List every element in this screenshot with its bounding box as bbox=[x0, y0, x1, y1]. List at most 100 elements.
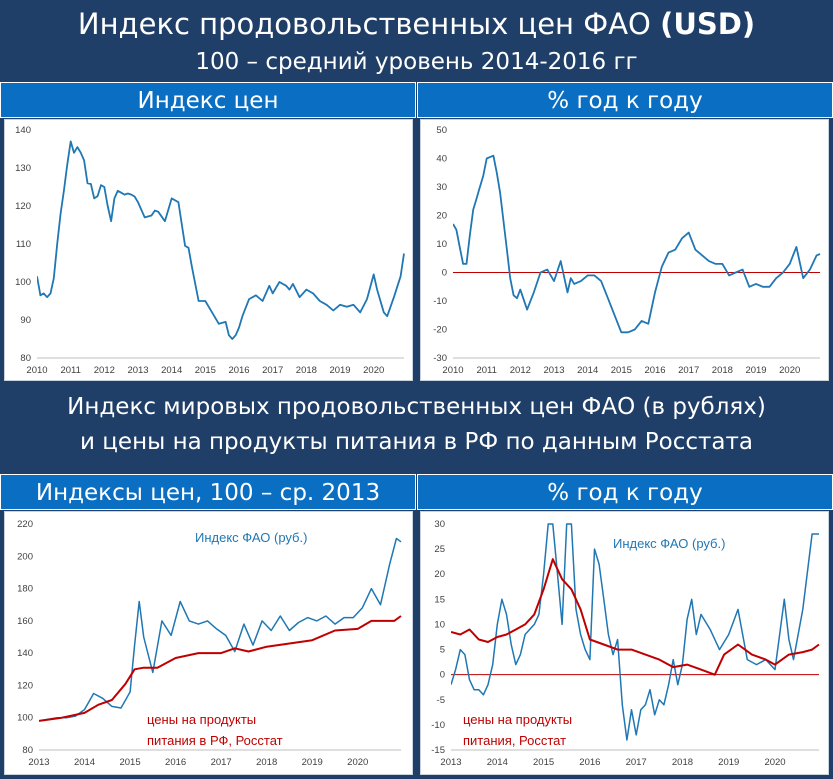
x-tick-label: 2019 bbox=[745, 365, 766, 376]
y-tick-label: 120 bbox=[15, 201, 31, 212]
y-tick-label: 25 bbox=[434, 544, 445, 555]
y-tick-label: 220 bbox=[17, 519, 33, 530]
series-line-1 bbox=[453, 154, 821, 334]
x-tick-label: 2015 bbox=[119, 757, 140, 768]
x-tick-label: 2020 bbox=[764, 757, 785, 768]
x-tick-label: 2012 bbox=[510, 365, 531, 376]
x-tick-label: 2019 bbox=[302, 757, 323, 768]
x-tick-label: 2013 bbox=[543, 365, 564, 376]
y-tick-label: 200 bbox=[17, 551, 33, 562]
main-title-bold: (USD) bbox=[660, 7, 756, 41]
x-tick-label: 2017 bbox=[626, 757, 647, 768]
series-line-1 bbox=[39, 537, 402, 722]
x-tick-label: 2014 bbox=[577, 365, 598, 376]
y-tick-label: -20 bbox=[433, 325, 447, 336]
x-tick-label: 2018 bbox=[256, 757, 277, 768]
x-tick-label: 2018 bbox=[712, 365, 733, 376]
x-tick-label: 2010 bbox=[26, 365, 47, 376]
y-tick-label: 15 bbox=[434, 594, 445, 605]
y-tick-label: 30 bbox=[434, 519, 445, 530]
main-subtitle: 100 – средний уровень 2014-2016 гг bbox=[195, 49, 638, 75]
y-tick-label: -15 bbox=[431, 745, 445, 756]
y-tick-label: 90 bbox=[20, 315, 31, 326]
x-tick-label: 2012 bbox=[94, 365, 115, 376]
y-tick-label: -10 bbox=[433, 296, 447, 307]
y-tick-label: 40 bbox=[436, 154, 447, 165]
x-tick-label: 2018 bbox=[296, 365, 317, 376]
y-tick-label: -30 bbox=[433, 353, 447, 364]
chart-annotation: Индекс ФАО (руб.) bbox=[613, 536, 725, 551]
chart-annotation: цены на продукты bbox=[147, 712, 256, 727]
x-tick-label: 2016 bbox=[644, 365, 665, 376]
x-tick-label: 2016 bbox=[579, 757, 600, 768]
panel-head-rub-yoy: % год к году bbox=[417, 474, 833, 510]
x-tick-label: 2013 bbox=[440, 757, 461, 768]
chart-panel-2: -30 -20 -10 0 10 20 30 40 50 2010 2011 2012 2013 2014… bbox=[420, 119, 829, 381]
y-tick-label: 10 bbox=[434, 619, 445, 630]
y-tick-label: 160 bbox=[17, 616, 33, 627]
x-tick-label: 2018 bbox=[672, 757, 693, 768]
x-tick-label: 2014 bbox=[74, 757, 95, 768]
panel-head-price-index: Индекс цен bbox=[0, 82, 416, 118]
y-tick-label: 10 bbox=[436, 239, 447, 250]
y-tick-label: 120 bbox=[17, 680, 33, 691]
y-tick-label: 0 bbox=[442, 268, 447, 279]
chart-fao-usd-index: 80 90 100 110 120 130 140 2010 2011 2012 2013 2014 2… bbox=[15, 125, 405, 376]
x-tick-label: 2014 bbox=[161, 365, 182, 376]
y-tick-label: 140 bbox=[17, 648, 33, 659]
x-tick-label: 2016 bbox=[228, 365, 249, 376]
y-tick-label: 180 bbox=[17, 584, 33, 595]
y-tick-label: 130 bbox=[15, 163, 31, 174]
x-tick-label: 2019 bbox=[329, 365, 350, 376]
y-tick-label: 110 bbox=[16, 239, 31, 250]
y-tick-label: 140 bbox=[15, 125, 31, 136]
chart-fao-rub-index: 80 100 120 140 160 180 200 220 2013 2014 2015 2016 2… bbox=[17, 519, 402, 768]
x-tick-label: 2017 bbox=[678, 365, 699, 376]
y-tick-label: 80 bbox=[20, 353, 31, 364]
x-tick-label: 2020 bbox=[347, 757, 368, 768]
x-tick-label: 2020 bbox=[363, 365, 384, 376]
y-tick-label: -5 bbox=[437, 695, 445, 706]
chart-annotation: питания, Росстат bbox=[463, 733, 566, 748]
y-tick-label: 100 bbox=[15, 277, 31, 288]
chart-panel-3: 80 100 120 140 160 180 200 220 2013 2014 2015 2016 2… bbox=[4, 511, 413, 775]
x-tick-label: 2015 bbox=[611, 365, 632, 376]
series-line-1 bbox=[451, 523, 819, 741]
series-line-2 bbox=[451, 558, 820, 676]
series-line-2 bbox=[39, 615, 402, 722]
chart-fao-rub-yoy: -15 -10 -5 0 5 10 15 20 25 30 2013 2014 2015 2016 2017… bbox=[431, 519, 820, 768]
x-tick-label: 2016 bbox=[165, 757, 186, 768]
section2-title-line1: Индекс мировых продовольственных цен ФАО… bbox=[67, 394, 766, 420]
y-tick-label: 20 bbox=[436, 211, 447, 222]
chart-annotation: цены на продукты bbox=[463, 712, 572, 727]
x-tick-label: 2011 bbox=[60, 365, 80, 376]
y-tick-label: 50 bbox=[436, 125, 447, 136]
chart-annotation: питания в РФ, Росстат bbox=[147, 733, 283, 748]
chart-panel-1: 80 90 100 110 120 130 140 2010 2011 2012 2013 2014 2… bbox=[4, 119, 413, 381]
panel-head-yoy: % год к году bbox=[417, 82, 833, 118]
main-title-text: Индекс продовольственных цен ФАО bbox=[77, 7, 661, 41]
panel-head-rub-index: Индексы цен, 100 – ср. 2013 bbox=[0, 474, 416, 510]
x-tick-label: 2010 bbox=[442, 365, 463, 376]
main-title: Индекс продовольственных цен ФАО (USD) bbox=[0, 4, 833, 44]
x-tick-label: 2020 bbox=[779, 365, 800, 376]
y-tick-label: 100 bbox=[17, 713, 33, 724]
x-tick-label: 2014 bbox=[487, 757, 508, 768]
y-tick-label: 20 bbox=[434, 569, 445, 580]
x-tick-label: 2015 bbox=[195, 365, 216, 376]
x-tick-label: 2013 bbox=[28, 757, 49, 768]
x-tick-label: 2013 bbox=[127, 365, 148, 376]
x-tick-label: 2017 bbox=[211, 757, 232, 768]
chart-panel-4: -15 -10 -5 0 5 10 15 20 25 30 2013 2014 2015 2016 2017… bbox=[420, 511, 829, 775]
y-tick-label: 0 bbox=[440, 670, 445, 681]
series-line-1 bbox=[37, 140, 405, 340]
x-tick-label: 2017 bbox=[262, 365, 283, 376]
chart-fao-usd-yoy: -30 -20 -10 0 10 20 30 40 50 2010 2011 2012 2013 2014… bbox=[433, 125, 821, 376]
y-tick-label: 30 bbox=[436, 182, 447, 193]
x-tick-label: 2011 bbox=[476, 365, 496, 376]
x-tick-label: 2019 bbox=[718, 757, 739, 768]
y-tick-label: -10 bbox=[431, 720, 445, 731]
y-tick-label: 80 bbox=[22, 745, 33, 756]
chart-annotation: Индекс ФАО (руб.) bbox=[195, 530, 307, 545]
y-tick-label: 5 bbox=[440, 645, 445, 656]
